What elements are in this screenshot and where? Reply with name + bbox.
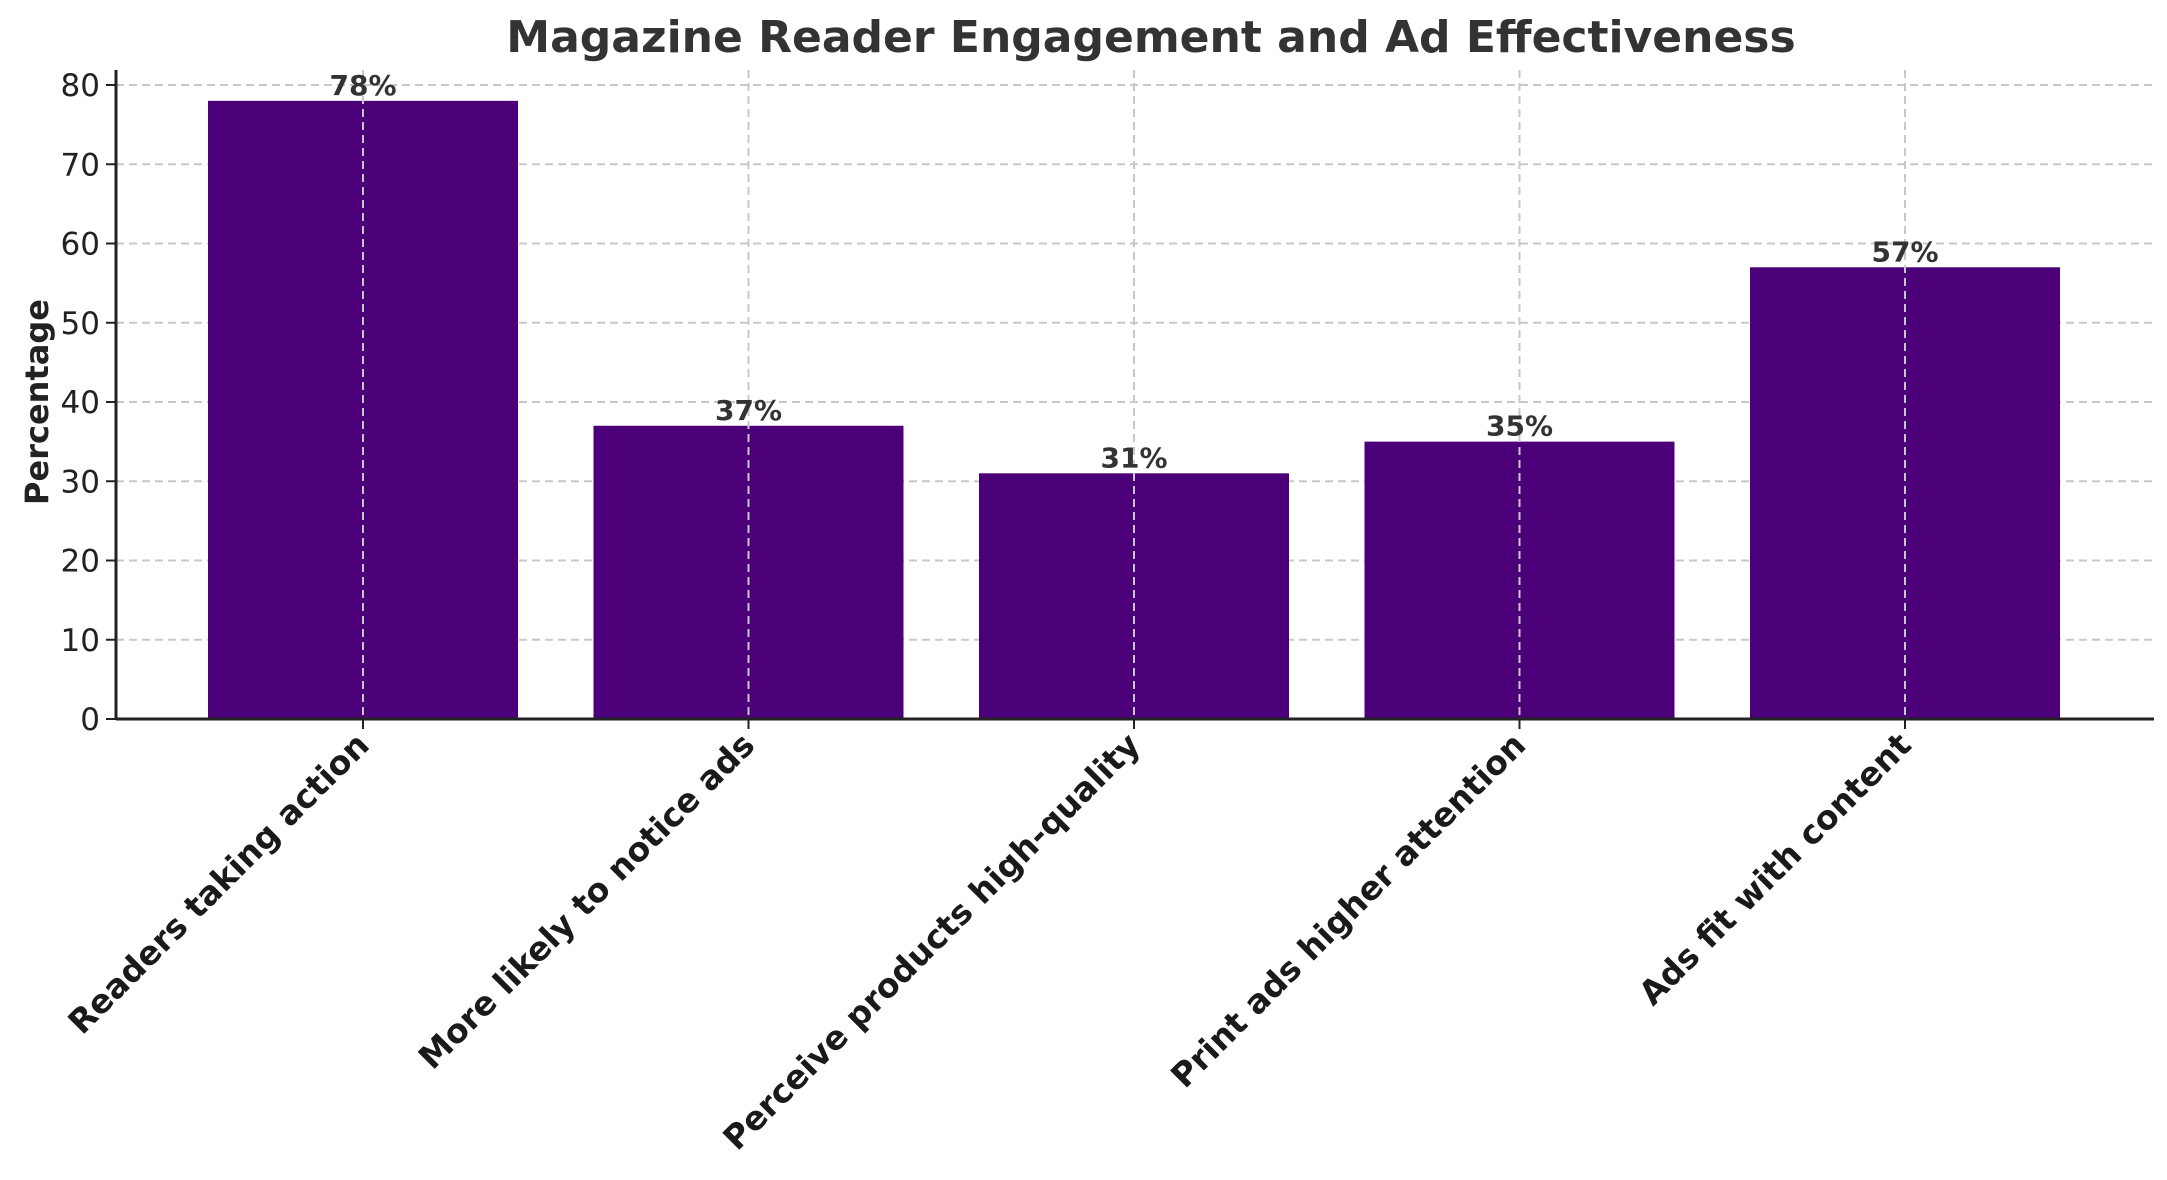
bar-value-label: 78% [329,69,396,102]
vertical-gridlines [362,70,1906,719]
x-tick-label: Readers taking action [60,725,376,1041]
y-tick-label: 20 [61,544,100,580]
bar-value-label: 57% [1871,235,1938,268]
y-tick-label: 70 [61,147,100,183]
y-tick-label: 40 [61,385,100,421]
x-tick-label: Ads fit with content [1631,725,1919,1013]
y-tick-label: 30 [61,464,100,500]
bar-value-label: 31% [1100,441,1167,474]
y-axis-label: Percentage [18,299,56,505]
bar-value-labels: 78% 37% 31% 35% 57% [329,69,1938,474]
x-tick-label: More likely to notice ads [411,725,763,1077]
x-tick-label: Perceive products high-quality [715,725,1147,1157]
x-tick-label: Print ads higher attention [1163,725,1533,1095]
bar-value-label: 35% [1486,410,1553,443]
y-tick-label: 10 [61,623,100,659]
chart-title: Magazine Reader Engagement and Ad Effect… [506,12,1795,63]
y-axis: 0 10 20 30 40 50 60 70 80 [61,68,118,738]
y-tick-label: 80 [61,68,100,104]
y-tick-label: 0 [80,702,100,738]
y-tick-label: 50 [61,306,100,342]
bar-value-label: 37% [715,394,782,427]
x-axis: Readers taking action More likely to noti… [60,717,2154,1158]
y-tick-label: 60 [61,227,100,263]
